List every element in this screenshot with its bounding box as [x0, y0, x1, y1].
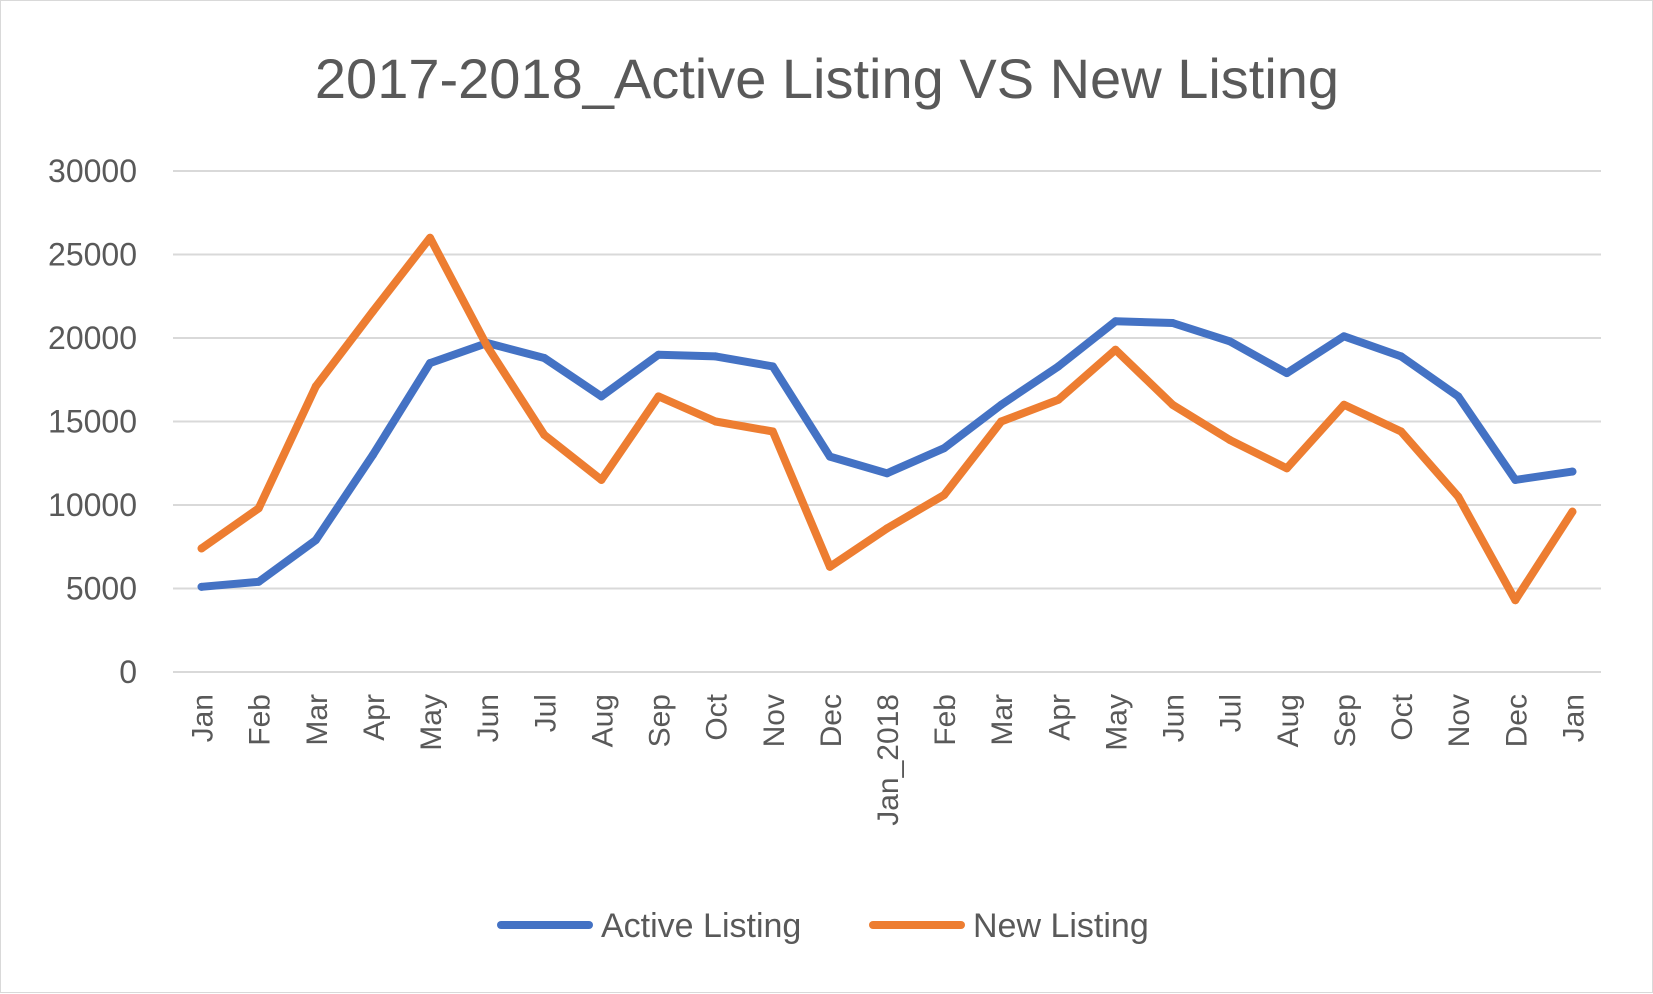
series-line-active-listing [197, 317, 1577, 591]
series-line-new-listing [197, 233, 1577, 605]
x-tick-label: Nov [1443, 694, 1476, 747]
x-tick-label: May [415, 694, 448, 751]
x-tick-label: Feb [244, 694, 277, 746]
data-point [940, 490, 949, 499]
data-point [1054, 395, 1063, 404]
data-point [426, 359, 435, 368]
x-tick-label: Feb [929, 694, 962, 746]
data-point [997, 400, 1006, 409]
data-point [654, 350, 663, 359]
y-tick-label: 20000 [48, 320, 137, 356]
data-point [1454, 392, 1463, 401]
x-tick-label: Sep [1329, 694, 1362, 747]
data-point [825, 562, 834, 571]
gridlines [173, 170, 1601, 673]
data-point [1282, 464, 1291, 473]
data-point [1111, 317, 1120, 326]
legend: Active Listing New Listing [497, 907, 1149, 945]
data-point [1511, 596, 1520, 605]
data-point [197, 582, 206, 591]
data-point [654, 392, 663, 401]
data-point [368, 450, 377, 459]
chart-title: 2017-2018_Active Listing VS New Listing [315, 47, 1339, 110]
data-point [768, 362, 777, 371]
x-tick-label: Oct [1386, 693, 1419, 740]
data-point [197, 544, 206, 553]
x-tick-label: Dec [815, 694, 848, 747]
y-tick-label: 15000 [48, 404, 137, 440]
data-point [1168, 400, 1177, 409]
x-tick-label: Oct [701, 693, 734, 740]
data-point [540, 354, 549, 363]
data-point [254, 577, 263, 586]
data-point [254, 504, 263, 513]
y-tick-label: 5000 [66, 571, 137, 607]
x-tick-label: May [1100, 694, 1133, 751]
y-tick-label: 10000 [48, 487, 137, 523]
data-point [1454, 492, 1463, 501]
data-point [1568, 507, 1577, 516]
data-point [1054, 362, 1063, 371]
data-point [997, 417, 1006, 426]
x-tick-label: Nov [758, 694, 791, 747]
data-point [883, 469, 891, 478]
data-point [1111, 345, 1120, 354]
data-point [597, 392, 606, 401]
y-tick-label: 30000 [48, 153, 137, 189]
data-point [597, 475, 606, 484]
data-point [1168, 318, 1177, 327]
data-point [311, 536, 320, 545]
data-point [883, 524, 891, 533]
data-point [540, 430, 549, 439]
x-tick-label: Mar [301, 694, 334, 746]
x-tick-label: Jul [1215, 694, 1248, 732]
series-lines [197, 233, 1577, 605]
data-point [940, 444, 949, 453]
data-point [1225, 435, 1234, 444]
x-tick-label: Jul [529, 694, 562, 732]
data-point [368, 307, 377, 316]
x-tick-label: Jan_2018 [872, 694, 905, 826]
y-axis-ticks: 0 5000 10000 15000 20000 25000 30000 [48, 153, 137, 690]
y-tick-label: 25000 [48, 237, 137, 273]
x-tick-label: Jun [1158, 694, 1191, 742]
x-tick-label: Apr [1043, 694, 1076, 741]
data-point [426, 233, 435, 242]
data-point [1282, 369, 1291, 378]
data-point [1225, 337, 1234, 346]
data-point [483, 342, 492, 351]
x-tick-label: Sep [644, 694, 677, 747]
data-point [711, 417, 720, 426]
data-point [1568, 467, 1577, 476]
x-axis-ticks: Jan Feb Mar Apr May Jun Jul Aug Sep Oct Nov Dec Jan_… [187, 693, 1591, 825]
x-tick-label: Apr [358, 694, 391, 741]
data-point [311, 382, 320, 391]
data-point [825, 452, 834, 461]
data-point [1511, 475, 1520, 484]
legend-label: New Listing [973, 907, 1149, 945]
data-point [1397, 427, 1406, 436]
data-point [1339, 400, 1348, 409]
x-tick-label: Aug [1272, 694, 1305, 747]
data-point [768, 427, 777, 436]
legend-label: Active Listing [601, 907, 801, 945]
x-tick-label: Jan [187, 694, 220, 742]
x-tick-label: Aug [586, 694, 619, 747]
y-tick-label: 0 [119, 654, 137, 690]
x-tick-label: Jan [1557, 694, 1590, 742]
x-tick-label: Dec [1500, 694, 1533, 747]
x-tick-label: Jun [472, 694, 505, 742]
x-tick-label: Mar [986, 694, 1019, 746]
data-point [1397, 352, 1406, 361]
data-point [711, 352, 720, 361]
data-point [1339, 332, 1348, 341]
